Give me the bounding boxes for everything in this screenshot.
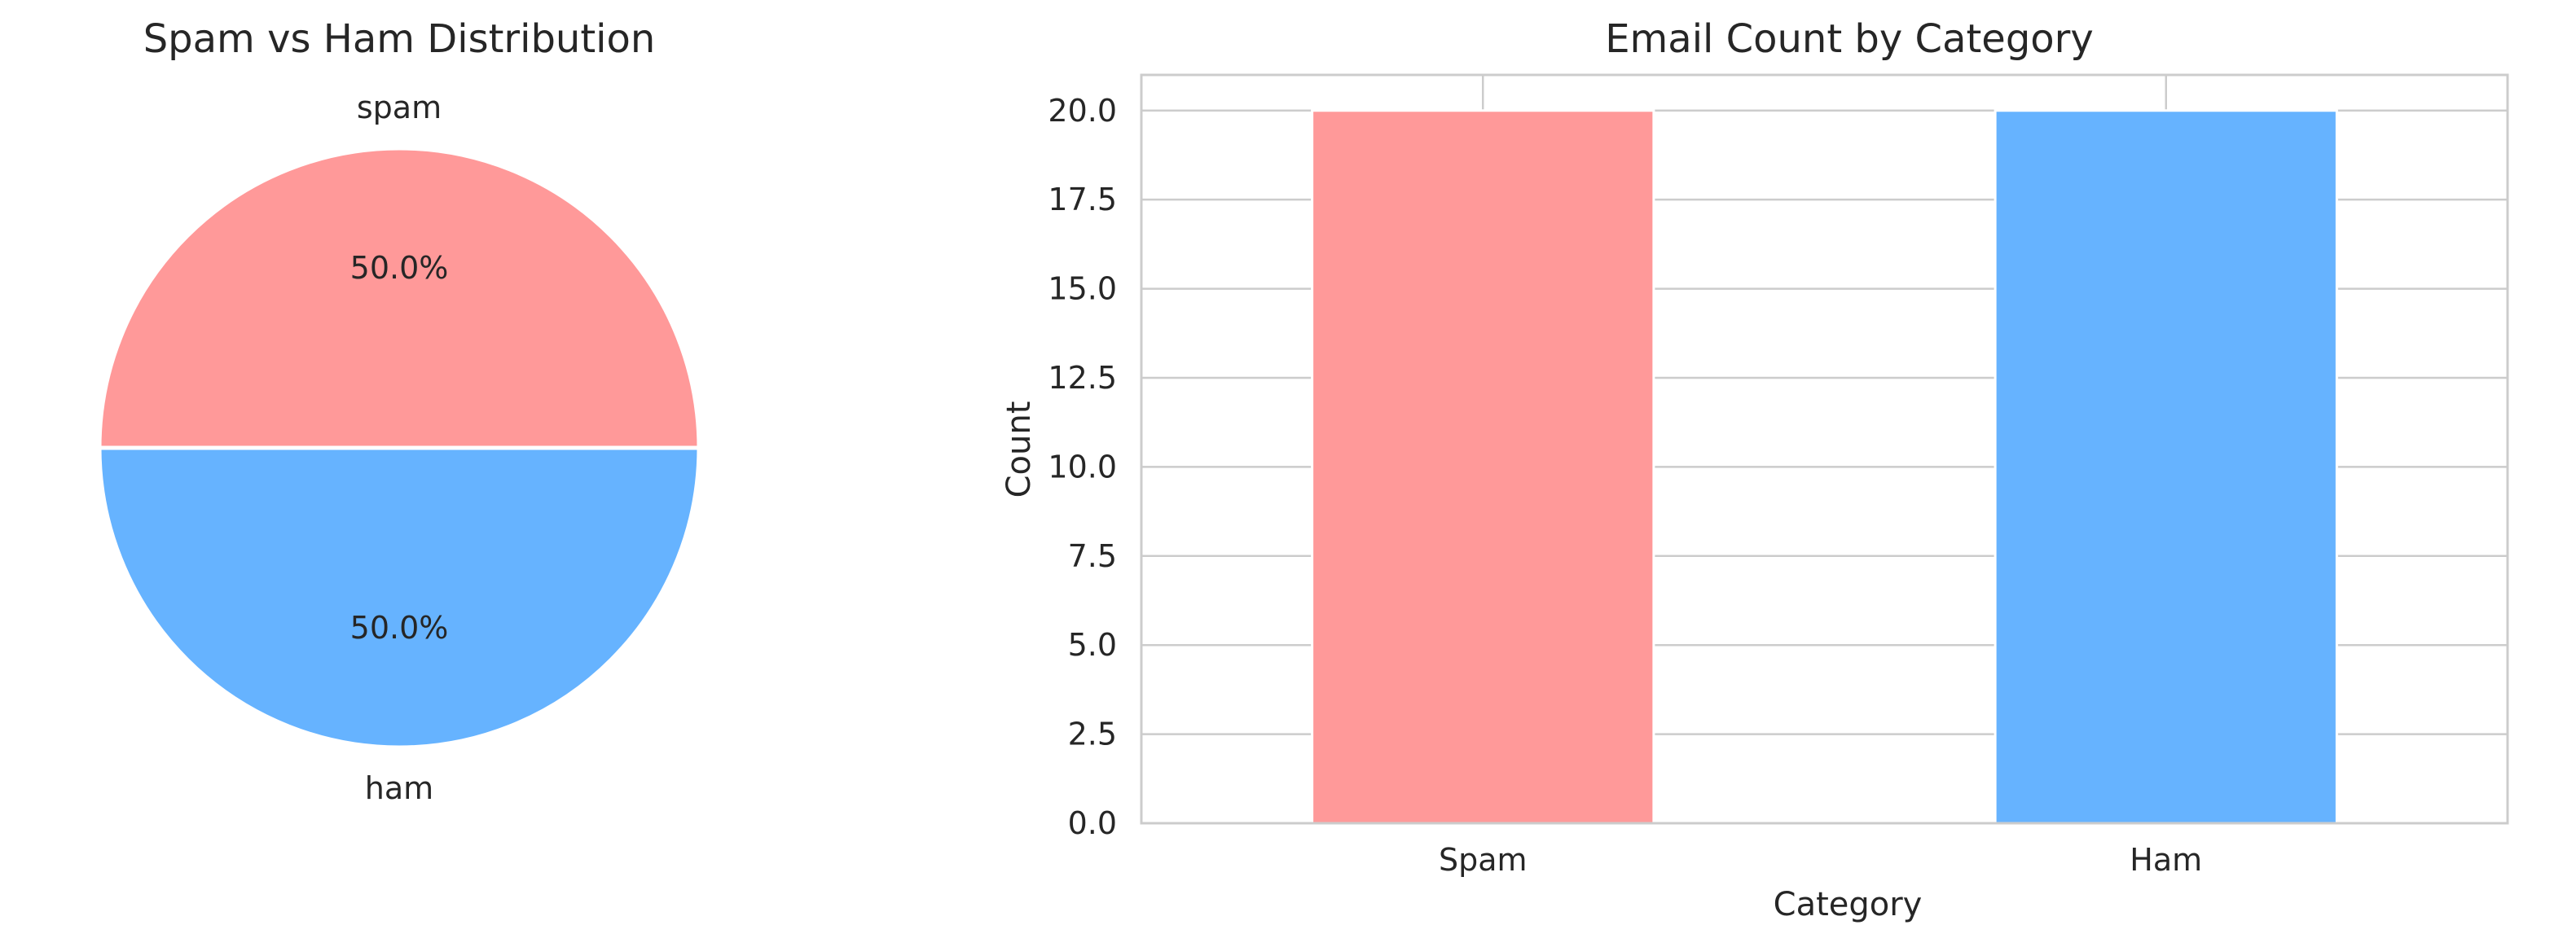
y-tick-label: 10.0 [1048,449,1117,484]
pie-label-spam: spam [357,90,442,125]
pie-percent-ham: 50.0% [350,610,449,646]
x-tick-labels: Spam Ham [1439,842,2202,878]
pie-percent-spam: 50.0% [350,250,449,286]
y-tick-label: 5.0 [1068,627,1117,663]
bar-ham [1994,109,2338,825]
y-tick-label: 7.5 [1068,538,1117,574]
bar-bars [1311,109,2338,825]
y-tick-label: 20.0 [1048,93,1117,129]
y-tick-label: 2.5 [1068,717,1117,752]
y-tick-label: 12.5 [1048,360,1117,396]
x-tick-label-ham: Ham [2130,842,2202,878]
y-tick-label: 17.5 [1048,182,1117,217]
pie-chart: Spam vs Ham Distribution 50.0% spam 50.0% h… [97,16,701,806]
y-tick-label: 15.0 [1048,271,1117,307]
pie-labels: 50.0% spam 50.0% ham [350,90,449,806]
x-axis-label: Category [1774,886,1923,923]
pie-label-ham: ham [365,770,433,806]
pie-slice-ham [97,445,701,750]
y-axis-label: Count [1000,401,1038,498]
pie-slice-spam [97,146,701,450]
plot-frame [1140,73,2509,825]
bar-chart: Email Count by Category 0.0 2.5 5.0 7.5 10.0… [1000,16,2509,923]
y-tick-label: 0.0 [1068,805,1117,841]
pie-slices [97,146,701,750]
pie-title: Spam vs Ham Distribution [143,16,656,62]
bar-spam [1311,109,1655,825]
y-tick-labels: 0.0 2.5 5.0 7.5 10.0 12.5 15.0 17.5 20.0 [1048,93,1117,841]
x-tick-label-spam: Spam [1439,842,1528,878]
bar-title: Email Count by Category [1605,16,2094,62]
